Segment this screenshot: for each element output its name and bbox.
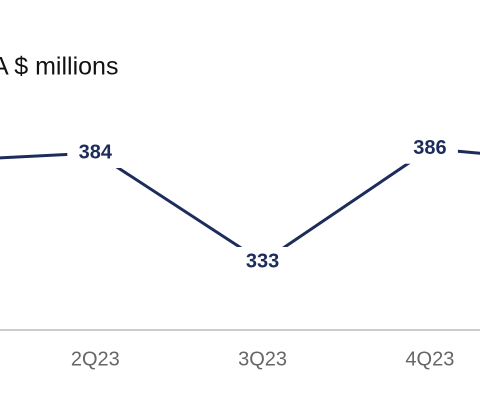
value-label: 333 — [246, 250, 279, 272]
chart-title: A $ millions — [0, 53, 118, 81]
value-label: 384 — [79, 141, 113, 163]
value-label-bg — [234, 246, 291, 277]
value-label-bg — [67, 137, 124, 168]
x-tick-label: 3Q23 — [238, 348, 287, 370]
x-tick-label: 4Q23 — [405, 348, 454, 370]
value-label-bg — [401, 133, 458, 164]
value-label: 386 — [413, 137, 446, 159]
x-tick-label: 2Q23 — [71, 348, 120, 370]
